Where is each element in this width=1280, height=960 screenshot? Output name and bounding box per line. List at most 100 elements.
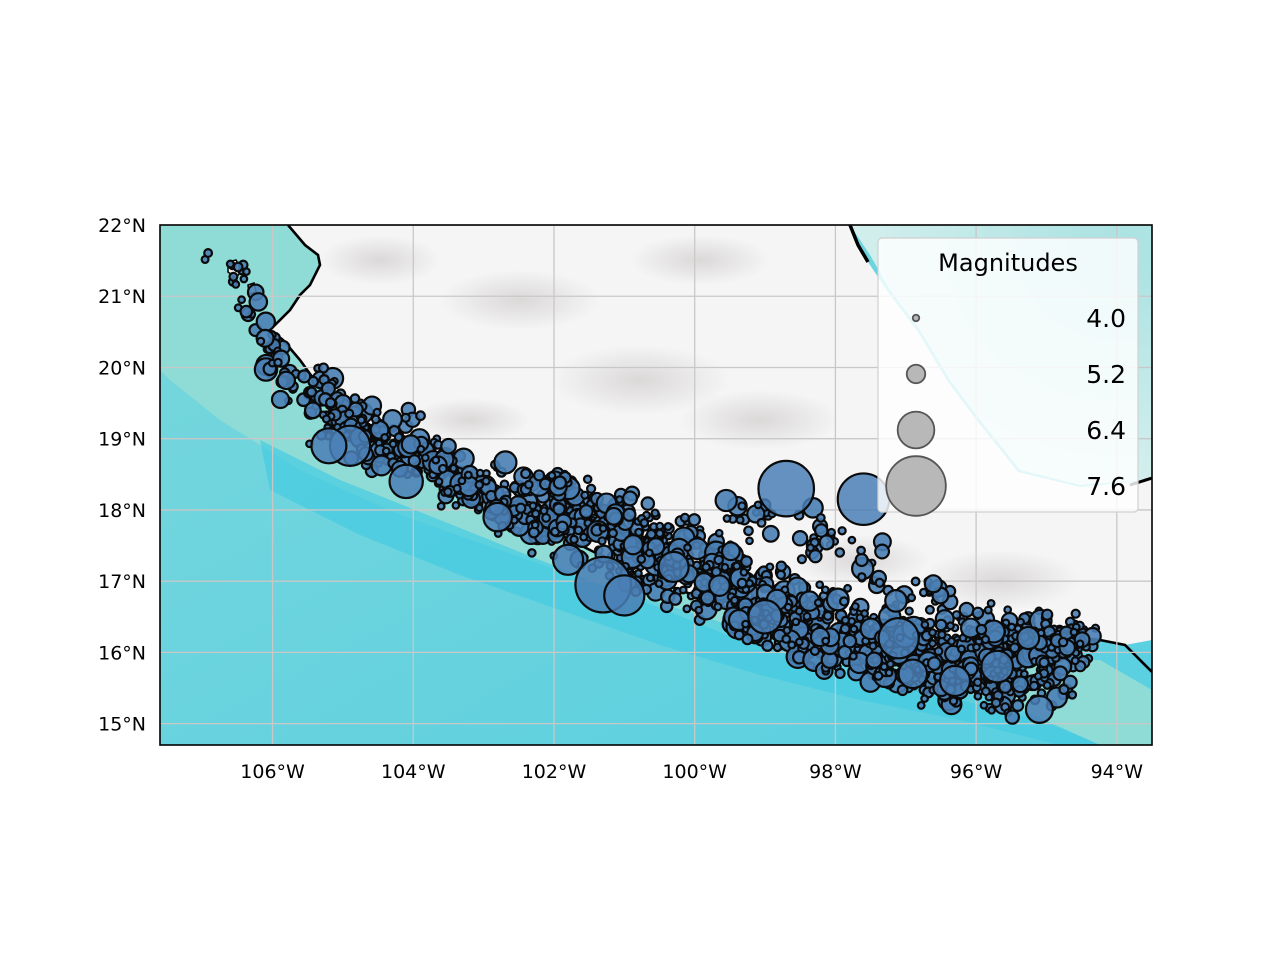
earthquake-marker <box>884 668 894 678</box>
earthquake-marker <box>475 503 484 513</box>
earthquake-marker <box>736 577 748 589</box>
earthquake-marker <box>924 604 935 615</box>
earthquake-marker <box>987 705 996 715</box>
earthquake-marker-large <box>897 658 929 690</box>
earthquake-marker <box>604 506 624 526</box>
earthquake-marker <box>916 700 926 710</box>
earthquake-marker <box>874 577 885 588</box>
earthquake-marker <box>1028 680 1040 692</box>
earthquake-marker <box>640 496 656 511</box>
earthquake-marker <box>515 502 527 514</box>
earthquake-marker <box>857 572 867 582</box>
earthquake-marker <box>585 483 597 494</box>
terrain-relief <box>320 235 1080 610</box>
earthquake-marker <box>802 611 812 621</box>
legend-title: Magnitudes <box>938 249 1078 277</box>
earthquake-marker <box>837 526 847 536</box>
earthquake-marker <box>203 248 214 258</box>
earthquake-marker <box>1052 665 1069 682</box>
earthquake-marker <box>303 401 322 420</box>
earthquake-marker <box>317 362 330 374</box>
earthquake-marker <box>743 525 754 537</box>
earthquake-marker-large <box>757 459 816 518</box>
earthquake-marker <box>547 471 557 480</box>
earthquake-marker <box>923 574 943 594</box>
earthquake-marker <box>714 528 724 538</box>
earthquake-marker <box>239 274 249 284</box>
earthquake-marker <box>416 444 426 454</box>
earthquake-marker <box>920 620 930 630</box>
earthquake-marker <box>990 697 1002 709</box>
earthquake-marker <box>239 304 254 319</box>
earthquake-marker <box>622 507 637 522</box>
earthquake-marker <box>1038 656 1050 669</box>
earthquake-marker <box>847 535 857 545</box>
earthquake-marker <box>737 501 747 511</box>
earthquake-marker <box>380 433 390 442</box>
earthquake-marker <box>438 463 448 474</box>
earthquake-marker <box>904 606 914 616</box>
earthquake-marker <box>370 414 381 425</box>
earthquake-marker <box>597 536 607 546</box>
earthquake-marker <box>530 520 540 530</box>
earthquake-marker <box>639 518 650 528</box>
earthquake-marker <box>865 651 883 669</box>
earthquake-marker <box>979 700 989 710</box>
earthquake-marker <box>607 528 618 539</box>
earthquake-marker <box>270 389 291 410</box>
earthquake-marker <box>552 475 568 490</box>
earthquake-marker <box>555 520 569 534</box>
earthquake-marker <box>739 567 749 577</box>
earthquake-marker <box>682 604 692 614</box>
earthquake-marker <box>1041 608 1054 621</box>
earthquake-marker <box>248 292 269 312</box>
earthquake-marker <box>440 437 457 455</box>
earthquake-marker <box>795 637 804 647</box>
earthquake-marker <box>678 585 688 595</box>
earthquake-marker <box>720 562 730 572</box>
earthquake-marker <box>732 561 742 571</box>
earthquake-marker <box>740 555 753 568</box>
y-tick-label: 15°N <box>98 714 146 736</box>
earthquake-marker <box>636 554 647 564</box>
legend-label: 6.4 <box>1086 416 1126 445</box>
earthquake-marker <box>654 579 664 588</box>
earthquake-marker <box>694 605 704 615</box>
earthquake-points <box>200 248 1102 725</box>
earthquake-marker <box>730 595 740 605</box>
earthquake-marker <box>474 480 485 490</box>
earthquake-marker <box>822 610 833 621</box>
earthquake-marker <box>821 636 831 646</box>
earthquake-marker <box>1070 656 1080 666</box>
earthquake-marker <box>297 369 312 384</box>
earthquake-marker <box>276 370 297 391</box>
earthquake-marker <box>493 450 518 475</box>
earthquake-marker-large <box>1024 694 1054 724</box>
y-tick-label: 21°N <box>98 286 146 308</box>
earthquake-marker <box>452 483 462 494</box>
earthquake-marker <box>708 574 731 597</box>
earthquake-marker <box>1033 671 1043 681</box>
earthquake-marker <box>791 530 809 547</box>
earthquake-marker <box>1016 625 1041 651</box>
earthquake-marker <box>232 261 244 273</box>
earthquake-marker-large <box>877 617 920 660</box>
legend-marker <box>911 313 921 323</box>
earthquake-marker <box>868 641 878 651</box>
earthquake-marker <box>321 414 331 424</box>
earthquake-marker <box>761 524 780 543</box>
earthquake-marker <box>826 527 837 538</box>
earthquake-marker <box>237 295 247 305</box>
earthquake-marker <box>765 562 775 572</box>
earthquake-marker <box>944 644 963 663</box>
earthquake-marker <box>1016 617 1025 627</box>
earthquake-marker <box>983 605 993 615</box>
earthquake-marker <box>926 656 942 672</box>
x-tick-label: 104°W <box>381 761 446 783</box>
earthquake-marker <box>436 501 446 511</box>
earthquake-marker <box>449 463 458 473</box>
x-tick-label: 100°W <box>662 761 727 783</box>
map-frame <box>159 224 1153 746</box>
earthquake-marker <box>552 502 566 516</box>
